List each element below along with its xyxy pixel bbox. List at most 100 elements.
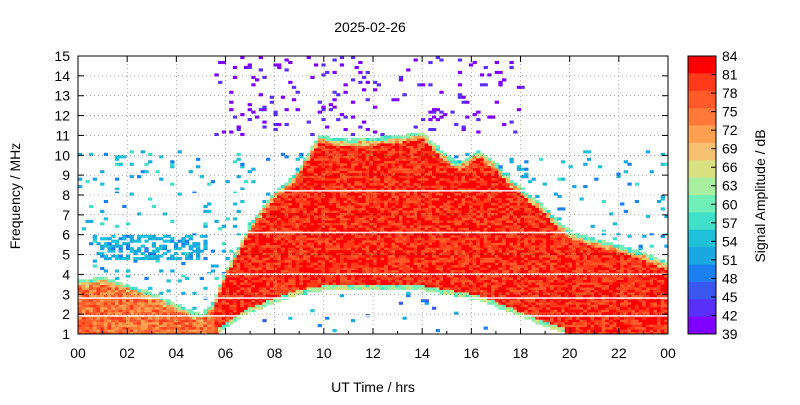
- heatmap-cell: [391, 247, 396, 251]
- heatmap-cell: [310, 204, 315, 209]
- heatmap-cell: [446, 207, 452, 211]
- heatmap-cell: [472, 224, 477, 228]
- heatmap-cell: [288, 259, 293, 263]
- heatmap-cell: [100, 316, 105, 320]
- heatmap-cell: [450, 180, 455, 184]
- heatmap-cell: [103, 279, 109, 283]
- heatmap-cell: [387, 244, 393, 248]
- heatmap-cell: [273, 197, 278, 201]
- heatmap-cell: [114, 294, 120, 298]
- heatmap-cell: [170, 160, 175, 164]
- heatmap-cell: [354, 182, 359, 186]
- heatmap-cell: [391, 224, 396, 228]
- heatmap-cell: [391, 165, 396, 169]
- heatmap-cell: [373, 244, 378, 248]
- heatmap-cell: [402, 252, 407, 256]
- heatmap-cell: [81, 321, 86, 325]
- heatmap-cell: [380, 234, 385, 238]
- heatmap-cell: [258, 244, 263, 248]
- heatmap-cell: [402, 227, 407, 231]
- heatmap-cell: [432, 214, 437, 218]
- heatmap-cell: [343, 180, 348, 184]
- heatmap-cell: [81, 326, 86, 330]
- heatmap-cell: [280, 227, 286, 231]
- heatmap-cell: [387, 264, 393, 268]
- heatmap-cell: [159, 301, 164, 305]
- heatmap-cell: [454, 172, 459, 176]
- heatmap-cell: [446, 266, 452, 271]
- heatmap-cell: [424, 232, 429, 236]
- heatmap-cell: [299, 227, 304, 231]
- heatmap-cell: [373, 259, 378, 263]
- heatmap-cell: [398, 172, 404, 176]
- heatmap-cell: [266, 202, 271, 206]
- heatmap-cell: [269, 284, 275, 288]
- heatmap-cell: [284, 222, 289, 226]
- heatmap-cell: [151, 309, 157, 313]
- heatmap-cell: [343, 281, 348, 285]
- heatmap-cell: [314, 160, 319, 164]
- heatmap-cell: [177, 321, 182, 325]
- heatmap-cell: [314, 237, 319, 241]
- heatmap-cell: [413, 167, 418, 171]
- heatmap-cell: [255, 294, 260, 298]
- heatmap-cell: [266, 219, 271, 223]
- heatmap-cell: [350, 145, 356, 149]
- heatmap-cell: [413, 279, 418, 283]
- heatmap-cell: [461, 244, 466, 248]
- heatmap-cell: [384, 165, 389, 169]
- heatmap-cell: [288, 276, 293, 280]
- heatmap-cell: [188, 257, 193, 261]
- heatmap-cell: [321, 252, 326, 256]
- heatmap-cell: [413, 180, 418, 184]
- heatmap-cell: [262, 286, 267, 290]
- heatmap-cell: [85, 219, 90, 223]
- heatmap-cell: [446, 254, 452, 258]
- heatmap-cell: [428, 152, 433, 156]
- heatmap-cell: [465, 239, 470, 243]
- heatmap-cell: [125, 294, 131, 298]
- heatmap-cell: [122, 204, 127, 209]
- heatmap-cell: [361, 172, 367, 176]
- heatmap-cell: [277, 237, 282, 241]
- heatmap-cell: [417, 274, 422, 278]
- heatmap-cell: [417, 217, 422, 221]
- heatmap-cell: [314, 182, 319, 186]
- heatmap-cell: [358, 262, 363, 266]
- heatmap-cell: [255, 269, 260, 273]
- heatmap-cell: [336, 118, 341, 122]
- heatmap-cell: [181, 306, 186, 310]
- heatmap-cell: [358, 219, 363, 223]
- heatmap-cell: [450, 279, 455, 283]
- heatmap-cell: [92, 319, 98, 323]
- heatmap-cell: [417, 187, 422, 191]
- heatmap-cell: [258, 299, 263, 303]
- heatmap-cell: [354, 254, 359, 258]
- heatmap-cell: [420, 147, 426, 151]
- heatmap-cell: [317, 204, 322, 209]
- heatmap-cell: [435, 192, 440, 196]
- heatmap-cell: [159, 321, 164, 325]
- heatmap-cell: [280, 281, 286, 285]
- heatmap-cell: [424, 192, 429, 196]
- heatmap-cell: [402, 262, 407, 266]
- heatmap-cell: [306, 177, 311, 181]
- heatmap-cell: [443, 209, 448, 213]
- heatmap-cell: [413, 247, 418, 251]
- heatmap-cell: [295, 254, 300, 258]
- heatmap-cell: [133, 331, 138, 334]
- heatmap-cell: [384, 262, 389, 266]
- heatmap-cell: [373, 204, 378, 209]
- heatmap-cell: [218, 227, 223, 231]
- heatmap-cell: [465, 160, 470, 164]
- heatmap-cell: [428, 244, 433, 248]
- heatmap-cell: [384, 204, 389, 209]
- heatmap-cell: [347, 197, 352, 201]
- heatmap-cell: [409, 219, 415, 223]
- heatmap-cell: [273, 299, 278, 303]
- heatmap-cell: [409, 187, 415, 191]
- heatmap-cell: [273, 266, 278, 271]
- heatmap-cell: [328, 209, 334, 213]
- heatmap-cell: [476, 165, 481, 169]
- heatmap-cell: [247, 242, 252, 246]
